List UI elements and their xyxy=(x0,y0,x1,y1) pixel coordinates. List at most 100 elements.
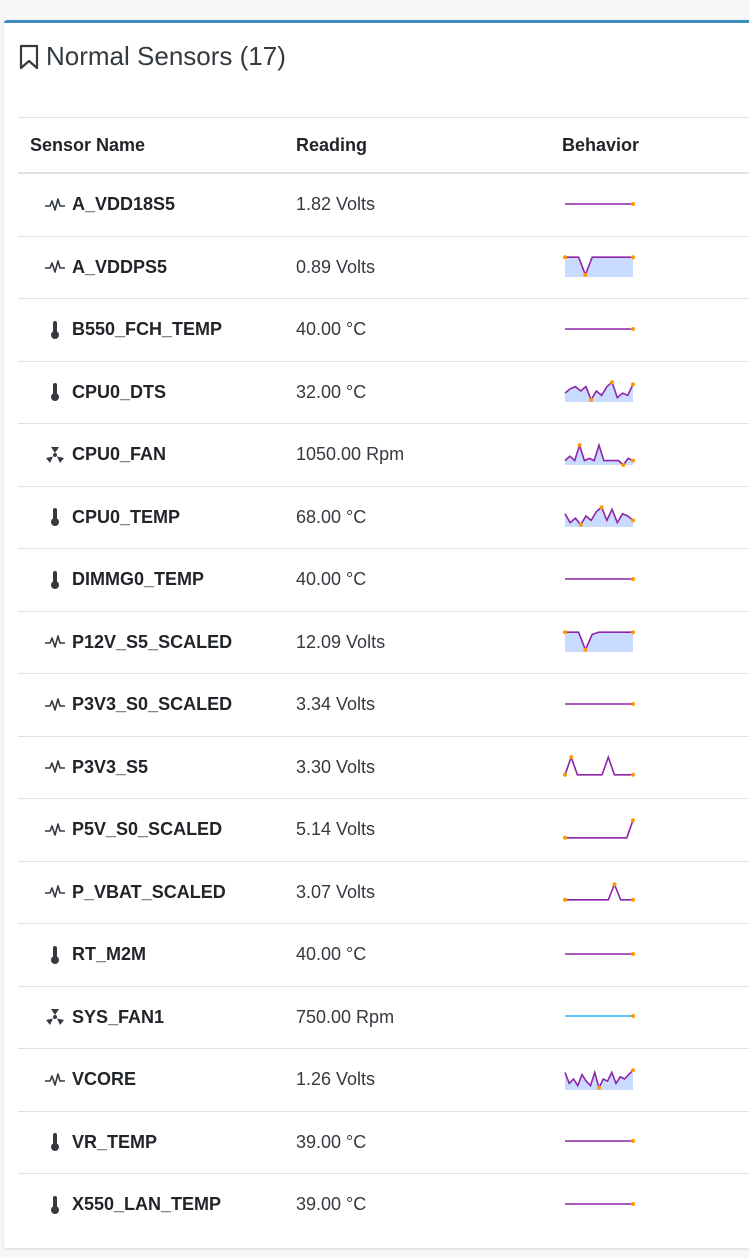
table-row[interactable]: CPU0_DTS 32.00 °C xyxy=(18,361,749,424)
sensor-behavior-cell xyxy=(550,861,749,924)
sensor-reading: 39.00 °C xyxy=(296,1194,367,1215)
sensor-name: VR_TEMP xyxy=(72,1131,158,1152)
sparkline-marker xyxy=(631,1201,635,1206)
column-header-behavior[interactable]: Behavior xyxy=(550,117,749,174)
table-header-row: Sensor Name Reading Behavior xyxy=(18,117,749,174)
sparkline-marker xyxy=(631,630,635,635)
sparkline-line xyxy=(564,442,634,466)
sensors-table-wrap: Sensor Name Reading Behavior A_VDD18S5 1.… xyxy=(18,117,749,1236)
sensor-behavior-cell xyxy=(550,798,749,862)
sensor-name: CPU0_DTS xyxy=(72,381,167,402)
sensor-behavior-cell xyxy=(550,236,749,299)
sensor-name: P5V_S0_SCALED xyxy=(72,819,223,840)
sparkline-marker xyxy=(631,382,635,387)
sensor-name: P_VBAT_SCALED xyxy=(72,881,226,902)
sensor-name-cell: A_VDD18S5 xyxy=(30,194,272,215)
sensor-name-cell: CPU0_TEMP xyxy=(30,507,272,528)
card-title: Normal Sensors (17) xyxy=(18,41,286,72)
sensor-behavior-cell xyxy=(550,548,749,612)
sensor-reading: 1.26 Volts xyxy=(284,1048,550,1112)
sparkline-marker xyxy=(597,1085,601,1090)
table-row[interactable]: P_VBAT_SCALED 3.07 Volts xyxy=(18,861,749,924)
sensor-name: CPU0_FAN xyxy=(72,444,167,465)
sparkline-marker xyxy=(631,898,635,903)
sensor-name-cell: DIMMG0_TEMP xyxy=(30,569,272,590)
sensor-name: A_VDDPS5 xyxy=(72,256,168,277)
behavior-sparkline xyxy=(565,576,635,581)
table-row[interactable]: CPU0_TEMP 68.00 °C xyxy=(18,486,749,549)
sparkline-marker xyxy=(631,1067,635,1072)
pulse-icon xyxy=(44,632,66,652)
column-header-sensor-name[interactable]: Sensor Name xyxy=(18,117,284,174)
thermometer-icon xyxy=(44,945,66,965)
sparkline-marker xyxy=(599,505,604,510)
fan-icon xyxy=(44,445,66,465)
table-row[interactable]: VCORE 1.26 Volts xyxy=(18,1048,749,1112)
table-row[interactable]: DIMMG0_TEMP 40.00 °C xyxy=(18,548,749,612)
sensor-name-cell: VR_TEMP xyxy=(30,1132,272,1153)
sensor-reading: 40.00 °C xyxy=(284,548,550,612)
sparkline-marker xyxy=(631,817,635,822)
behavior-sparkline xyxy=(565,701,635,706)
table-row[interactable]: CPU0_FAN 1050.00 Rpm xyxy=(18,423,749,487)
sensor-reading: 1.82 Volts xyxy=(284,173,550,237)
table-row[interactable]: P12V_S5_SCALED 12.09 Volts xyxy=(18,611,749,674)
bookmark-icon xyxy=(19,44,39,69)
sparkline-line xyxy=(565,631,633,653)
sensor-name: X550_LAN_TEMP xyxy=(72,1194,222,1215)
sparkline-marker xyxy=(631,458,635,463)
sensors-table: Sensor Name Reading Behavior A_VDD18S5 1.… xyxy=(18,117,749,1236)
sensor-name-cell: X550_LAN_TEMP xyxy=(30,1194,272,1215)
sparkline-marker xyxy=(563,773,567,778)
behavior-sparkline xyxy=(564,1067,635,1090)
thermometer-icon xyxy=(44,320,66,340)
table-row[interactable]: P3V3_S0_SCALED 3.34 Volts xyxy=(18,673,749,737)
table-row[interactable]: A_VDD18S5 1.82 Volts xyxy=(18,173,749,237)
thermometer-icon xyxy=(44,570,66,590)
table-row[interactable]: B550_FCH_TEMP 40.00 °C xyxy=(18,298,749,362)
behavior-sparkline xyxy=(565,1139,635,1144)
sensor-reading: 1050.00 Rpm xyxy=(284,423,550,487)
column-header-reading[interactable]: Reading xyxy=(284,117,550,174)
table-row[interactable]: P3V3_S5 3.30 Volts xyxy=(18,736,749,799)
sensor-reading: 32.00 °C xyxy=(284,361,550,424)
sensor-name: RT_M2M xyxy=(72,944,147,965)
behavior-sparkline xyxy=(563,630,635,653)
sparkline-area xyxy=(565,632,633,653)
behavior-sparkline xyxy=(564,505,635,528)
sensor-reading: 40.00 °C xyxy=(284,298,550,362)
sensor-name-cell: CPU0_DTS xyxy=(30,382,272,403)
behavior-sparkline xyxy=(563,255,635,278)
sparkline-area xyxy=(565,507,633,528)
sensor-behavior-cell xyxy=(550,361,749,424)
table-row[interactable]: RT_M2M 40.00 °C xyxy=(18,923,749,987)
card-title-text: Normal Sensors (17) xyxy=(46,41,286,71)
sensor-name-cell: P12V_S5_SCALED xyxy=(30,632,272,653)
sensor-behavior-cell xyxy=(550,923,749,987)
sparkline-marker xyxy=(577,442,582,447)
sparkline-marker xyxy=(563,255,567,260)
sensor-name-cell: RT_M2M xyxy=(30,944,272,965)
sparkline-area xyxy=(565,257,633,278)
sensor-reading: 40.00 °C xyxy=(284,923,550,987)
fan-icon xyxy=(44,1007,66,1027)
table-row[interactable]: X550_LAN_TEMP 39.00 °C xyxy=(18,1174,749,1236)
sparkline-line xyxy=(565,819,634,839)
table-row[interactable]: A_VDDPS5 0.89 Volts xyxy=(18,236,749,299)
behavior-sparkline xyxy=(563,882,635,903)
sparkline-marker xyxy=(631,1139,635,1144)
sensor-name-cell: B550_FCH_TEMP xyxy=(30,319,272,340)
sparkline-line xyxy=(565,882,633,901)
behavior-sparkline xyxy=(565,951,635,956)
sparkline-marker xyxy=(631,518,635,523)
sparkline-marker xyxy=(631,773,635,778)
table-row[interactable]: P5V_S0_SCALED 5.14 Volts xyxy=(18,798,749,862)
sparkline-marker xyxy=(631,701,635,706)
table-row[interactable]: VR_TEMP 39.00 °C xyxy=(18,1111,749,1174)
table-row[interactable]: SYS_FAN1 750.00 Rpm xyxy=(18,986,749,1049)
sensor-reading: 3.34 Volts xyxy=(284,673,550,737)
thermometer-icon xyxy=(44,1132,66,1152)
sparkline-marker xyxy=(578,523,583,528)
sparkline-line xyxy=(564,506,634,527)
thermometer-icon xyxy=(44,382,66,402)
